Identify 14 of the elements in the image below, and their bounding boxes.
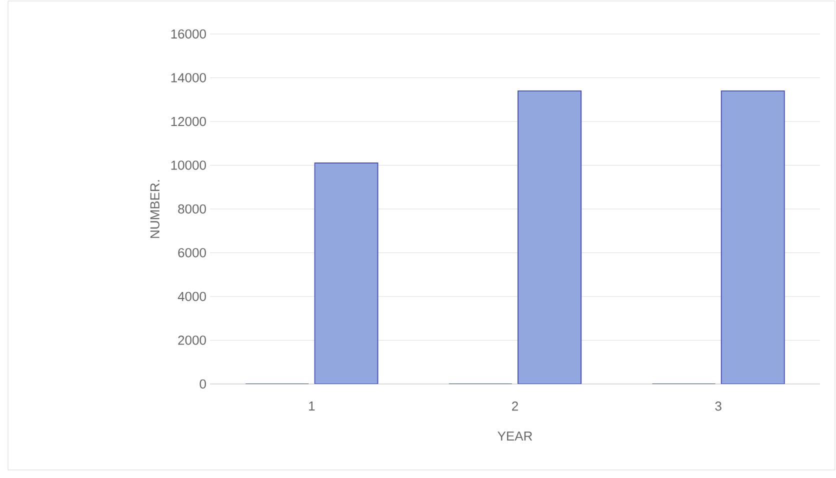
x-tick-label: 1 (309, 402, 315, 410)
x-axis-title: YEAR (498, 432, 532, 441)
y-tick-label: 16000 (171, 29, 206, 39)
y-axis-title: NUMBER. (150, 180, 160, 238)
y-tick-label: 4000 (178, 292, 206, 302)
y-tick-label: 8000 (178, 204, 206, 214)
x-tick-label: 3 (715, 402, 722, 411)
y-tick-label: 14000 (171, 73, 206, 82)
y-tick-label: 6000 (178, 248, 206, 258)
y-tick-label: 12000 (171, 116, 206, 126)
x-tick-label: 2 (512, 402, 518, 411)
y-tick-label: 0 (200, 379, 206, 389)
y-tick-label: 10000 (171, 160, 206, 170)
y-tick-label: 2000 (178, 336, 206, 345)
